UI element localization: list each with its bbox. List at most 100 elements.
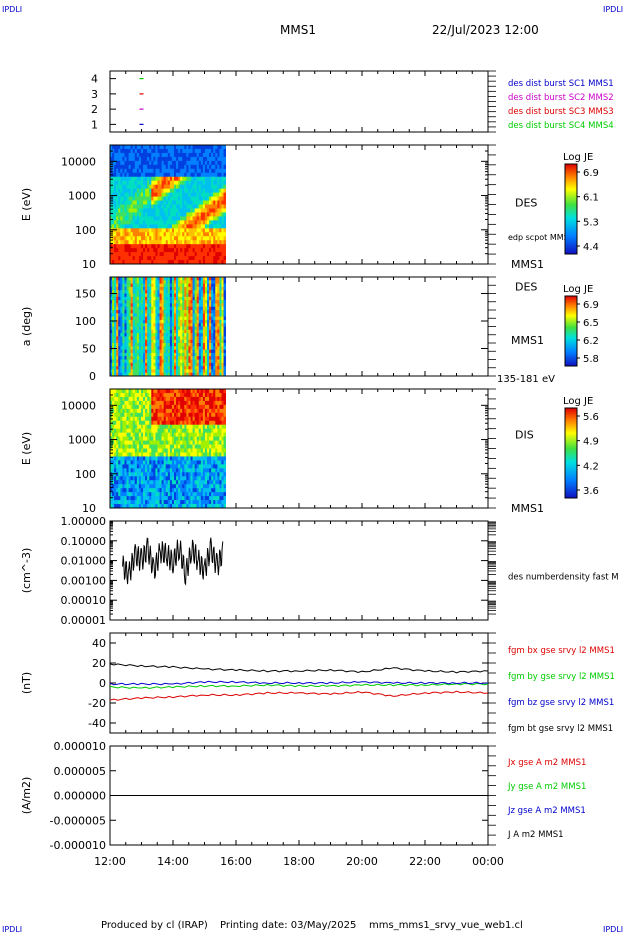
y-tick-label: 1000 — [68, 434, 96, 447]
y-axis-label: (A/m2) — [20, 777, 33, 815]
y-tick-label: 1000 — [68, 190, 96, 203]
field-line — [109, 663, 489, 674]
y-tick-label: 150 — [75, 288, 96, 301]
y-tick-label: -0.000010 — [50, 839, 106, 852]
colorbar-title: Log JE — [563, 152, 593, 163]
y-tick-label: -20 — [88, 697, 106, 710]
legend-label: fgm by gse srvy l2 MMS1 — [508, 672, 615, 682]
y-tick-label: 50 — [82, 343, 96, 356]
footer-printing-date: Printing date: 03/May/2025 — [220, 920, 356, 931]
y-tick-label: 0.10000 — [61, 535, 107, 548]
x-tick-label: 20:00 — [346, 855, 378, 868]
footer-produced-by: Produced by cl (IRAP) — [101, 920, 208, 931]
y-tick-label: 10 — [82, 502, 96, 515]
spacecraft-label: MMS1 — [511, 502, 544, 515]
spacecraft-label: MMS1 — [511, 334, 544, 347]
y-tick-label: 0.01000 — [61, 555, 107, 568]
colorbar-tick-label: 5.6 — [583, 412, 599, 423]
y-axis-label: E (eV) — [20, 188, 33, 221]
footer-filename: mms_mms1_srvy_vue_web1.cl — [369, 920, 523, 931]
y-tick-label: 2 — [91, 103, 98, 116]
colorbar-tick-label: 4.4 — [583, 242, 599, 253]
legend-label: J A m2 MMS1 — [507, 830, 564, 840]
spectrogram-des-energy — [110, 145, 227, 265]
colorbar-tick-label: 6.9 — [583, 300, 599, 311]
colorbar — [564, 295, 578, 367]
density-line — [122, 537, 224, 586]
x-tick-label: 14:00 — [157, 855, 189, 868]
spectrogram-des-pitch — [110, 277, 227, 377]
colorbar-tick-label: 6.5 — [583, 318, 599, 329]
legend-label: Jy gse A m2 MMS1 — [507, 782, 586, 792]
y-tick-label: 100 — [75, 224, 96, 237]
y-tick-label: 20 — [92, 657, 106, 670]
legend-label: fgm bt gse srvy l2 MMS1 — [508, 724, 613, 734]
secondary-label: edp scpot MMS1 — [508, 233, 574, 242]
x-tick-label: 22:00 — [409, 855, 441, 868]
y-tick-label: 4 — [91, 73, 98, 86]
y-tick-label: -0.000005 — [50, 814, 106, 827]
corner-label-br: IPDLI — [603, 925, 623, 934]
y-tick-label: 0.00001 — [61, 614, 107, 627]
legend-label: des dist burst SC3 MMS3 — [508, 107, 614, 117]
y-tick-label: 0.000000 — [54, 790, 107, 803]
y-tick-label: 100 — [75, 468, 96, 481]
instrument-label: DES — [515, 197, 537, 210]
y-tick-label: 10 — [82, 258, 96, 271]
panel-frame-5 — [109, 520, 489, 621]
y-tick-label: 0.00010 — [61, 594, 107, 607]
colorbar-tick-label: 3.6 — [583, 486, 599, 497]
y-axis-label: a (deg) — [20, 307, 33, 347]
colorbar-tick-label: 6.9 — [583, 168, 599, 179]
y-tick-label: 0 — [89, 370, 96, 383]
y-tick-label: -40 — [88, 717, 106, 730]
legend-label: fgm bx gse srvy l2 MMS1 — [508, 646, 615, 656]
colorbar-tick-label: 4.9 — [583, 437, 599, 448]
colorbar-tick-label: 5.8 — [583, 354, 599, 365]
x-tick-label: 18:00 — [283, 855, 315, 868]
instrument-label: DES — [515, 281, 537, 294]
y-tick-label: 40 — [92, 637, 106, 650]
colorbar-title: Log JE — [563, 284, 593, 295]
legend-label: des dist burst SC4 MMS4 — [508, 121, 614, 131]
colorbar — [564, 163, 578, 255]
x-tick-label: 12:00 — [94, 855, 126, 868]
y-tick-label: 10000 — [61, 155, 96, 168]
y-axis-label: (nT) — [20, 672, 33, 694]
legend-label: fgm bz gse srvy l2 MMS1 — [508, 698, 614, 708]
spacecraft-label: MMS1 — [511, 258, 544, 271]
energy-range-label: 135-181 eV — [497, 374, 555, 385]
spacecraft-title: MMS1 — [280, 23, 316, 37]
colorbar-tick-label: 6.1 — [583, 193, 599, 204]
legend-label: Jz gse A m2 MMS1 — [507, 806, 586, 816]
panel-frame-1 — [109, 70, 489, 133]
corner-label-tr: IPDLI — [603, 5, 623, 14]
y-tick-label: 0.000010 — [54, 740, 107, 753]
legend-label: des dist burst SC2 MMS2 — [508, 93, 614, 103]
y-tick-label: 100 — [75, 315, 96, 328]
y-tick-label: 0.000005 — [54, 765, 107, 778]
field-line — [109, 680, 489, 686]
y-tick-label: 1 — [91, 118, 98, 131]
colorbar-tick-label: 5.3 — [583, 217, 599, 228]
legend-label: des numberdensity fast M — [508, 573, 619, 583]
colorbar — [564, 407, 578, 499]
corner-label-bl: IPDLI — [2, 925, 22, 934]
y-tick-label: 3 — [91, 88, 98, 101]
colorbar-tick-label: 4.2 — [583, 461, 599, 472]
legend-label: des dist burst SC1 MMS1 — [508, 79, 614, 89]
instrument-label: DIS — [515, 429, 534, 442]
x-tick-label: 16:00 — [220, 855, 252, 868]
field-line — [109, 690, 489, 701]
y-tick-label: 0 — [99, 677, 106, 690]
colorbar-title: Log JE — [563, 396, 593, 407]
y-tick-label: 1.00000 — [61, 515, 107, 528]
legend-label: Jx gse A m2 MMS1 — [507, 758, 586, 768]
y-tick-label: 10000 — [61, 399, 96, 412]
field-line — [109, 682, 489, 690]
x-tick-label: 00:00 — [472, 855, 504, 868]
corner-label-tl: IPDLI — [2, 5, 22, 14]
colorbar-tick-label: 6.2 — [583, 336, 599, 347]
y-axis-label: (cm^-3) — [20, 548, 33, 594]
